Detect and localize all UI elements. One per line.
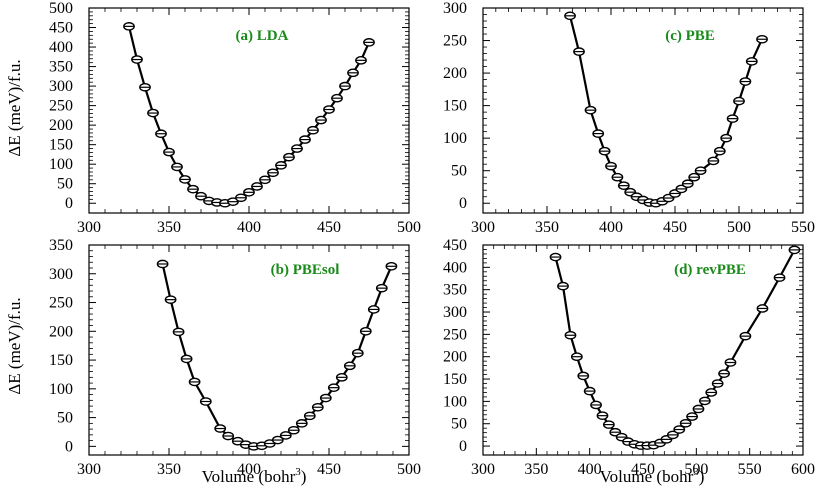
xlabel-left: Volume (bohr3) bbox=[202, 466, 307, 486]
panel-pbesol: 300 350 400 450 500 0 50 100 150 200 250 300 350 (b) … bbox=[49, 237, 421, 478]
x-tick-label: 300 bbox=[471, 461, 495, 478]
xlabel-right-main: Volume (bohr bbox=[600, 467, 694, 486]
y-tick-label: 200 bbox=[443, 349, 467, 366]
x-tick-label: 450 bbox=[663, 219, 687, 236]
y-tick-label: 0 bbox=[65, 438, 73, 455]
y-tick-label: 0 bbox=[459, 438, 467, 455]
plot-frame-revpbe bbox=[482, 244, 804, 456]
xlabel-left-sup: 3 bbox=[295, 466, 301, 478]
x-tick-label: 400 bbox=[578, 461, 602, 478]
panel-title-revpbe: (d) revPBE bbox=[674, 262, 746, 278]
y-tick-label: 350 bbox=[49, 59, 73, 76]
y-tick-label: 100 bbox=[443, 130, 467, 147]
xlabel-right-sup: 3 bbox=[693, 466, 699, 478]
y-tick-label: 450 bbox=[443, 237, 467, 254]
y-tick-label: 300 bbox=[49, 266, 73, 283]
y-tick-label: 50 bbox=[57, 410, 73, 427]
y-tick-label: 300 bbox=[443, 304, 467, 321]
xlabel-right: Volume (bohr3) bbox=[600, 466, 705, 486]
x-tick-label: 450 bbox=[631, 461, 655, 478]
x-tick-label: 500 bbox=[727, 219, 751, 236]
y-tick-label: 250 bbox=[443, 33, 467, 50]
y-tick-label: 100 bbox=[49, 156, 73, 173]
y-tick-label: 350 bbox=[443, 282, 467, 299]
y-tick-label: 350 bbox=[49, 237, 73, 254]
x-tick-label: 500 bbox=[397, 219, 421, 236]
x-tick-label: 600 bbox=[791, 461, 815, 478]
x-tick-label: 550 bbox=[738, 461, 762, 478]
y-tick-label: 250 bbox=[443, 326, 467, 343]
x-tick-label: 350 bbox=[524, 461, 548, 478]
x-tick-label: 350 bbox=[157, 461, 181, 478]
ylabel-bottom: ΔE (meV)/f.u. bbox=[5, 297, 24, 394]
fit-curve-revpbe bbox=[554, 249, 796, 447]
y-tick-label: 150 bbox=[49, 352, 73, 369]
y-tick-label: 300 bbox=[49, 78, 73, 95]
y-tick-label: 50 bbox=[57, 176, 73, 193]
y-tick-label: 100 bbox=[49, 381, 73, 398]
x-tick-label: 450 bbox=[317, 461, 341, 478]
y-tick-label: 200 bbox=[49, 323, 73, 340]
panel-title-pbesol: (b) PBEsol bbox=[271, 262, 340, 278]
y-tick-label: 200 bbox=[443, 65, 467, 82]
panel-lda: 300 350 400 450 500 0 50 100 150 200 250 300 350 400 4… bbox=[49, 0, 421, 236]
y-tick-label: 200 bbox=[49, 117, 73, 134]
y-tick-label: 50 bbox=[451, 416, 467, 433]
xlabel-left-close: ) bbox=[301, 467, 307, 486]
y-tick-label: 100 bbox=[443, 393, 467, 410]
x-tick-label: 300 bbox=[77, 461, 101, 478]
panel-revpbe: 300 350 400 450 500 550 600 0 50 100 150 200 250 300 3… bbox=[443, 237, 815, 478]
y-tick-label: 150 bbox=[443, 371, 467, 388]
y-tick-label: 300 bbox=[443, 0, 467, 17]
fit-curve-lda bbox=[127, 26, 371, 205]
x-tick-label: 550 bbox=[791, 219, 815, 236]
x-tick-label: 400 bbox=[599, 219, 623, 236]
ylabel-top: ΔE (meV)/f.u. bbox=[5, 59, 24, 156]
y-tick-label: 50 bbox=[451, 163, 467, 180]
x-tick-label: 500 bbox=[397, 461, 421, 478]
y-tick-label: 250 bbox=[49, 98, 73, 115]
panel-pbe: 300 350 400 450 500 550 0 50 100 150 200 250 300 (c) … bbox=[443, 0, 815, 236]
plot-frame-pbe bbox=[482, 7, 804, 214]
x-tick-label: 400 bbox=[237, 461, 261, 478]
y-tick-label: 400 bbox=[49, 39, 73, 56]
xlabel-right-close: ) bbox=[699, 467, 705, 486]
x-tick-label: 350 bbox=[157, 219, 181, 236]
panel-title-lda: (a) LDA bbox=[236, 28, 289, 44]
x-tick-label: 400 bbox=[237, 219, 261, 236]
x-tick-label: 450 bbox=[317, 219, 341, 236]
y-tick-label: 500 bbox=[49, 0, 73, 17]
x-tick-label: 300 bbox=[471, 219, 495, 236]
y-tick-label: 150 bbox=[49, 137, 73, 154]
y-tick-label: 0 bbox=[65, 195, 73, 212]
xlabel-left-main: Volume (bohr bbox=[202, 467, 296, 486]
y-tick-label: 0 bbox=[459, 195, 467, 212]
y-tick-label: 400 bbox=[443, 259, 467, 276]
x-tick-label: 500 bbox=[684, 461, 708, 478]
x-tick-label: 300 bbox=[77, 219, 101, 236]
y-tick-label: 450 bbox=[49, 20, 73, 37]
y-tick-label: 250 bbox=[49, 295, 73, 312]
y-tick-label: 150 bbox=[443, 98, 467, 115]
panel-title-pbe: (c) PBE bbox=[665, 28, 715, 44]
x-tick-label: 350 bbox=[535, 219, 559, 236]
